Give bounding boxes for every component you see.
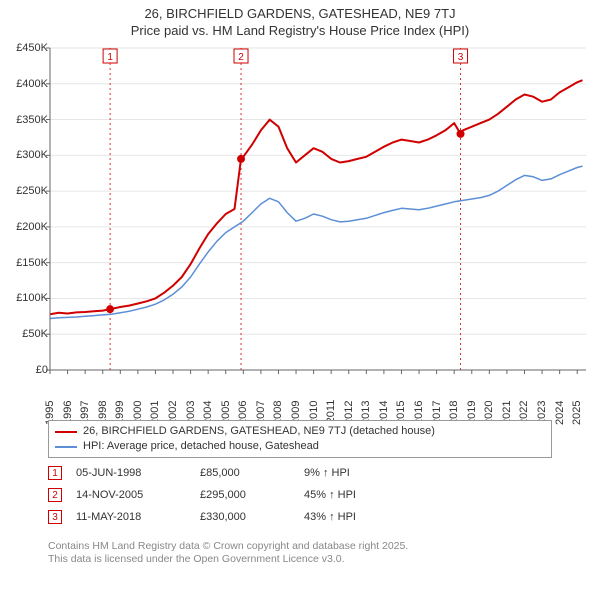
price-chart: 1 2 3 (8, 42, 592, 410)
legend-item: 26, BIRCHFIELD GARDENS, GATESHEAD, NE9 7… (55, 424, 545, 439)
sale-row: 1 05-JUN-1998 £85,000 9% ↑ HPI (48, 462, 552, 484)
svg-text:3: 3 (458, 52, 464, 63)
attribution: Contains HM Land Registry data © Crown c… (48, 540, 552, 566)
sales-table: 1 05-JUN-1998 £85,000 9% ↑ HPI 2 14-NOV-… (48, 462, 552, 528)
y-tick-label: £300K (8, 149, 48, 161)
sale-delta: 43% ↑ HPI (304, 511, 414, 523)
sale-row: 2 14-NOV-2005 £295,000 45% ↑ HPI (48, 484, 552, 506)
sale-date: 11-MAY-2018 (76, 511, 186, 523)
legend-swatch (55, 446, 77, 448)
y-tick-label: £350K (8, 114, 48, 126)
sale-date: 05-JUN-1998 (76, 467, 186, 479)
y-tick-label: £100K (8, 292, 48, 304)
svg-text:1: 1 (107, 52, 113, 63)
sale-price: £85,000 (200, 467, 290, 479)
legend-label: HPI: Average price, detached house, Gate… (83, 439, 319, 454)
y-tick-label: £150K (8, 257, 48, 269)
x-tick-label: 2024 (554, 400, 566, 424)
sale-price: £330,000 (200, 511, 290, 523)
sale-date: 14-NOV-2005 (76, 489, 186, 501)
sale-marker-badge: 2 (48, 488, 62, 502)
y-tick-label: £250K (8, 185, 48, 197)
title-address: 26, BIRCHFIELD GARDENS, GATESHEAD, NE9 7… (0, 6, 600, 21)
sale-delta: 9% ↑ HPI (304, 467, 414, 479)
y-tick-label: £400K (8, 78, 48, 90)
y-tick-label: £200K (8, 221, 48, 233)
chart-container: 1 2 3 £0 £50K £100K £150K £200K £250K £300K £350K… (8, 42, 592, 410)
attribution-line: This data is licensed under the Open Gov… (48, 553, 552, 566)
sale-price: £295,000 (200, 489, 290, 501)
sale-row: 3 11-MAY-2018 £330,000 43% ↑ HPI (48, 506, 552, 528)
svg-text:2: 2 (238, 52, 244, 63)
legend-swatch (55, 431, 77, 433)
chart-title-block: 26, BIRCHFIELD GARDENS, GATESHEAD, NE9 7… (0, 0, 600, 38)
y-tick-label: £450K (8, 42, 48, 54)
y-tick-label: £0 (8, 364, 48, 376)
legend: 26, BIRCHFIELD GARDENS, GATESHEAD, NE9 7… (48, 420, 552, 458)
sale-marker-badge: 1 (48, 466, 62, 480)
legend-label: 26, BIRCHFIELD GARDENS, GATESHEAD, NE9 7… (83, 424, 435, 439)
attribution-line: Contains HM Land Registry data © Crown c… (48, 540, 552, 553)
y-tick-label: £50K (8, 328, 48, 340)
title-subtitle: Price paid vs. HM Land Registry's House … (0, 23, 600, 38)
legend-item: HPI: Average price, detached house, Gate… (55, 439, 545, 454)
x-tick-label: 2025 (571, 400, 583, 424)
sale-delta: 45% ↑ HPI (304, 489, 414, 501)
sale-marker-badge: 3 (48, 510, 62, 524)
